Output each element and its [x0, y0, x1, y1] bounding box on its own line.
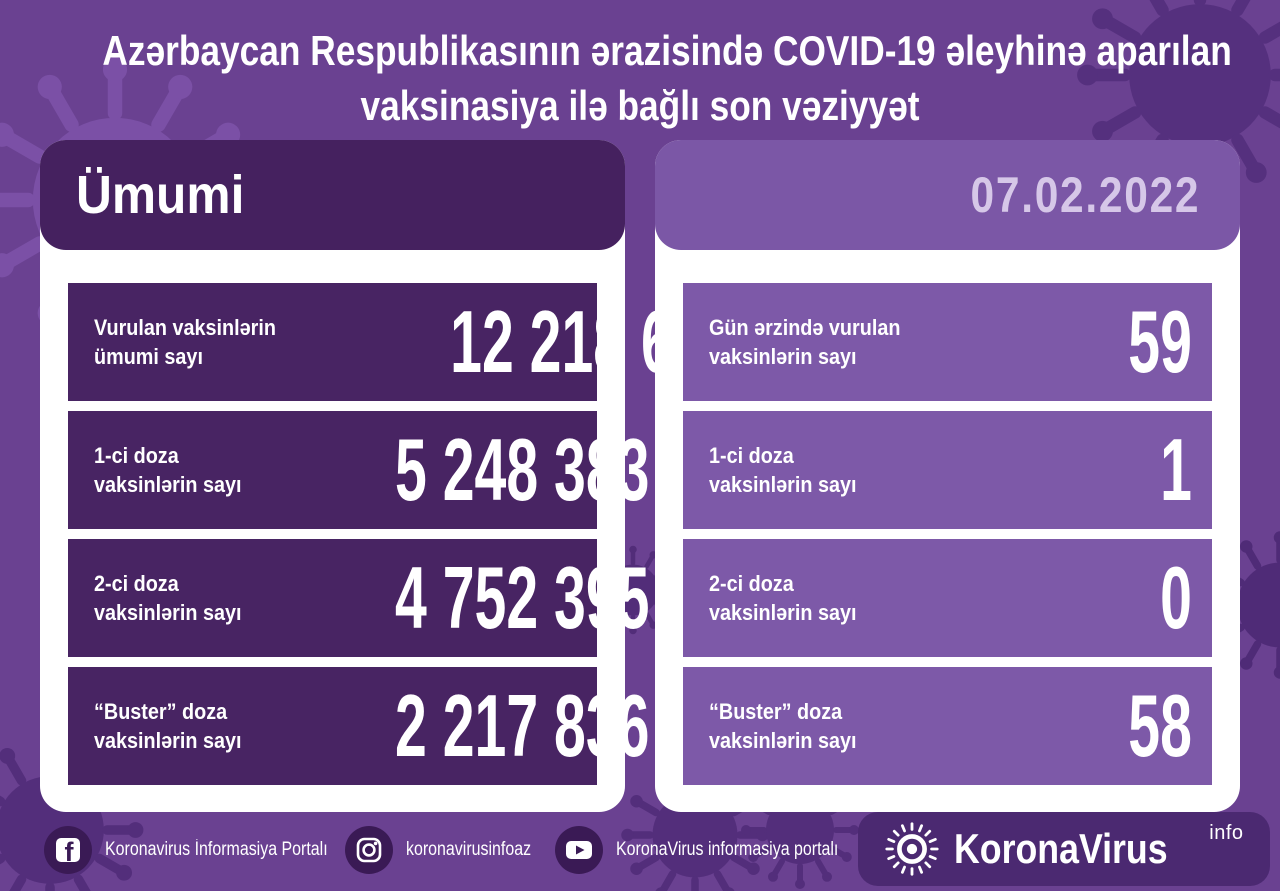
footer: f Koronavirus İnformasiya Portalı korona… — [0, 810, 1280, 891]
stat-label-line: vaksinlərin sayı — [709, 600, 857, 625]
stat-row-first-dose-total: 1-ci doza vaksinlərin sayı 5 248 383 — [68, 411, 649, 529]
stat-label-line: vaksinlərin sayı — [94, 728, 242, 753]
stat-label-line: vaksinlərin sayı — [709, 472, 857, 497]
stat-label-line: Gün ərzində vurulan — [709, 314, 901, 340]
totals-card-header: Ümumi — [40, 140, 625, 250]
stat-row-first-dose-daily: 1-ci doza vaksinlərin sayı 1 — [683, 411, 1212, 529]
page-title-line-2: vaksinasiya ilə bağlı son vəziyyət — [360, 81, 920, 129]
stat-label-line: vaksinlərin sayı — [94, 600, 242, 625]
stat-label-line: ümumi sayı — [94, 344, 203, 369]
stat-value: 4 752 395 — [394, 548, 650, 647]
daily-rows: Gün ərzində vurulan vaksinlərin sayı 59 … — [655, 250, 1240, 785]
youtube-icon — [555, 826, 603, 874]
stat-value: 2 217 836 — [394, 676, 650, 775]
stat-label-line: 1-ci doza — [709, 442, 794, 468]
stat-label-line: vaksinlərin sayı — [709, 728, 857, 753]
stat-value: 1 — [1160, 420, 1192, 519]
stat-row-second-dose-total: 2-ci doza vaksinlərin sayı 4 752 395 — [68, 539, 649, 657]
daily-card: 07.02.2022 Gün ərzində vurulan vaksinlər… — [655, 140, 1240, 812]
instagram-icon — [345, 826, 393, 874]
daily-card-header: 07.02.2022 — [655, 140, 1240, 250]
totals-rows: Vurulan vaksinlərin ümumi sayı 12 218 61… — [40, 250, 737, 785]
stat-row-booster-dose-total: “Buster” doza vaksinlərin sayı 2 217 836 — [68, 667, 649, 785]
stat-value: 5 248 383 — [394, 420, 650, 519]
stat-label-line: vaksinlərin sayı — [709, 344, 857, 369]
date-label: 07.02.2022 — [970, 167, 1200, 223]
stat-row-second-dose-daily: 2-ci doza vaksinlərin sayı 0 — [683, 539, 1212, 657]
svg-text:f: f — [65, 837, 75, 867]
stat-label-line: 2-ci doza — [94, 570, 179, 596]
stat-label-line: 2-ci doza — [709, 570, 794, 596]
instagram-link[interactable]: koronavirusinfoaz — [345, 825, 555, 875]
koronavirus-info-logo: KoronaVirus info — [858, 812, 1270, 886]
facebook-label: Koronavirus İnformasiya Portalı — [105, 839, 328, 860]
stat-row-daily-vaccines: Gün ərzində vurulan vaksinlərin sayı 59 — [683, 283, 1212, 401]
stat-row-booster-dose-daily: “Buster” doza vaksinlərin sayı 58 — [683, 667, 1212, 785]
logo-wordmark: KoronaVirus — [954, 825, 1168, 872]
youtube-link[interactable]: KoronaVirus informasiya portalı — [555, 825, 881, 875]
stat-label-line: vaksinlərin sayı — [94, 472, 242, 497]
virus-logo-icon — [885, 822, 939, 876]
totals-card: Ümumi Vurulan vaksinlərin ümumi sayı 12 … — [40, 140, 737, 812]
youtube-label: KoronaVirus informasiya portalı — [616, 839, 839, 860]
stat-value: 0 — [1160, 548, 1192, 647]
stat-row-total-vaccines: Vurulan vaksinlərin ümumi sayı 12 218 61… — [68, 283, 737, 401]
facebook-icon: f — [44, 826, 92, 874]
stat-label-line: “Buster” doza — [709, 698, 843, 724]
page-title: Azərbaycan Respublikasının ərazisində CO… — [0, 24, 1280, 133]
stat-value: 59 — [1128, 292, 1192, 391]
facebook-link[interactable]: f Koronavirus İnformasiya Portalı — [44, 825, 370, 875]
stat-label-line: Vurulan vaksinlərin — [94, 314, 276, 340]
stat-label-line: 1-ci doza — [94, 442, 179, 468]
stat-value: 58 — [1128, 676, 1192, 775]
page-title-line-1: Azərbaycan Respublikasının ərazisində CO… — [102, 27, 1232, 74]
logo-superscript: info — [1209, 821, 1244, 844]
instagram-label: koronavirusinfoaz — [406, 839, 532, 860]
stat-label-line: “Buster” doza — [94, 698, 228, 724]
totals-header-label: Ümumi — [76, 165, 245, 225]
